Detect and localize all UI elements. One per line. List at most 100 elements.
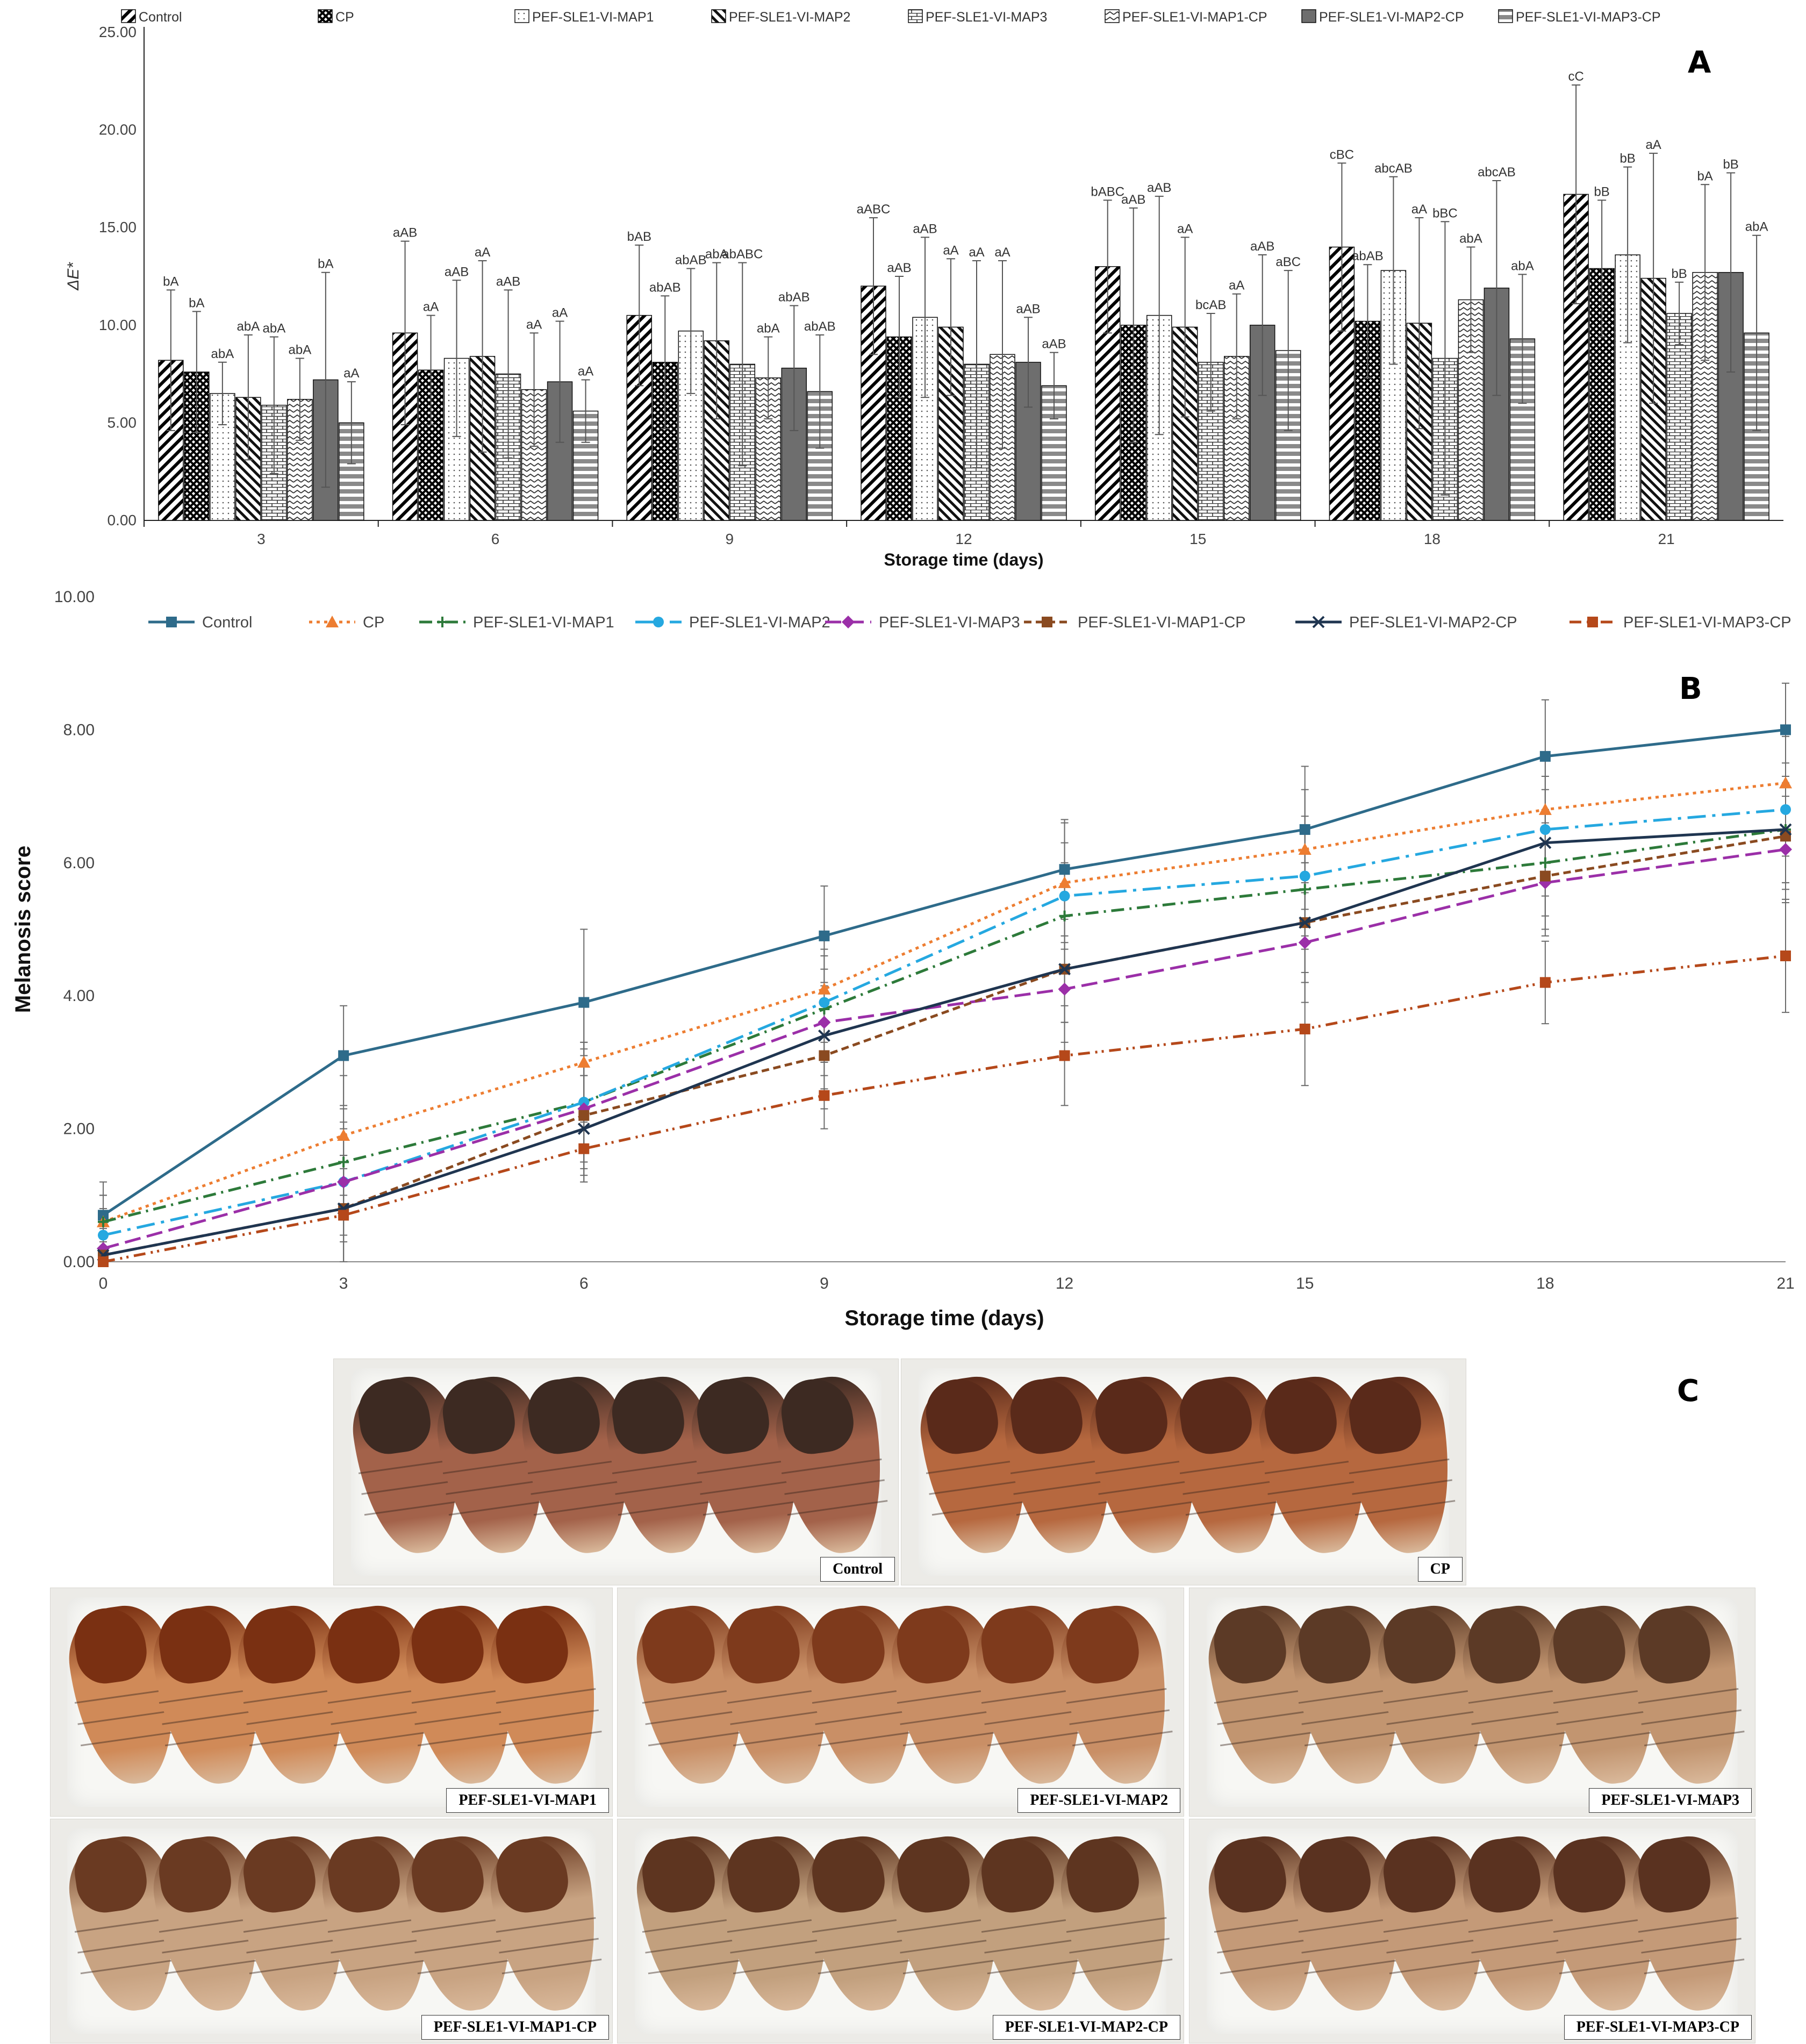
photo-label: PEF-SLE1-VI-MAP1-CP: [421, 2015, 609, 2040]
shrimp-segment: [1354, 1500, 1455, 1516]
significance-label: bAB: [627, 230, 651, 244]
legend-swatch: [318, 9, 333, 23]
shrimp-segment: [645, 1709, 746, 1725]
y-tick-label-b: 8.00: [63, 721, 95, 739]
legend-item-label: Control: [202, 614, 253, 631]
shrimp-segment: [162, 1709, 262, 1725]
significance-label: aA: [1229, 278, 1244, 293]
significance-label: aAB: [496, 274, 520, 289]
significance-label: aA: [552, 306, 568, 320]
x-tick-label-a: 18: [1424, 531, 1440, 547]
data-point: [1299, 870, 1310, 882]
data-point: [166, 617, 177, 627]
legend-item-label: PEF-SLE1-VI-MAP1: [532, 10, 654, 25]
legend-item-label: PEF-SLE1-VI-MAP2: [689, 614, 830, 631]
data-point: [577, 1055, 591, 1068]
data-point: [1539, 977, 1551, 988]
legend-swatch: [514, 9, 529, 23]
significance-label: aAB: [1250, 239, 1274, 254]
shrimp-segment: [1389, 1730, 1490, 1746]
data-point: [819, 930, 830, 941]
x-tick-label-a: 21: [1658, 531, 1675, 547]
x-tick-label-a: 15: [1189, 531, 1206, 547]
bar: [1380, 270, 1407, 521]
shrimp-segment: [1072, 1730, 1173, 1746]
y-tick-label-b: 0.00: [63, 1253, 95, 1271]
data-point: [1539, 824, 1551, 835]
series-line: [103, 828, 1786, 1257]
data-point: [578, 997, 590, 1008]
shrimp-segment: [499, 1938, 599, 1954]
y-tick-label-b: 6.00: [63, 854, 95, 872]
shrimp-photo: PEF-SLE1-VI-MAP3: [1189, 1588, 1755, 1817]
x-tick-label-b: 3: [339, 1275, 348, 1292]
shrimp-segment: [533, 1500, 634, 1516]
shrimp-segment: [1641, 1709, 1742, 1725]
y-tick-label-a: 20.00: [99, 122, 137, 138]
y-tick-label-b: 2.00: [63, 1120, 95, 1138]
bar: [521, 389, 547, 521]
legend-swatch: [121, 9, 136, 23]
legend-swatch: [1498, 9, 1513, 23]
data-point: [1780, 804, 1791, 815]
significance-label: bB: [1723, 158, 1738, 172]
data-point: [1539, 751, 1551, 762]
significance-label: aA: [423, 300, 439, 315]
shrimp-segment: [1013, 1479, 1114, 1495]
photo-label: PEF-SLE1-VI-MAP3-CP: [1564, 2015, 1752, 2040]
shrimp-segment: [364, 1500, 464, 1516]
lines-b: [97, 682, 1792, 1267]
y-tick-label-a: 15.00: [99, 219, 137, 235]
shrimp-segment: [330, 1709, 431, 1725]
shrimp-segment: [1066, 1917, 1167, 1933]
data-point: [337, 1128, 350, 1141]
bar: [1666, 313, 1692, 521]
x-tick-label-b: 6: [579, 1275, 589, 1292]
data-point: [842, 616, 855, 628]
shrimp-segment: [987, 1730, 1088, 1746]
significance-label: abA: [289, 343, 312, 358]
data-point: [1298, 936, 1312, 949]
axes-b: 0.00 2.00 4.00 6.00 8.00 10.00 0 3 6 9 12 15 18 21 Mel…: [11, 588, 1795, 1330]
data-point: [578, 1110, 590, 1121]
y-tick-label-a: 10.00: [99, 317, 137, 333]
significance-label: abA: [705, 247, 728, 262]
photo-label: PEF-SLE1-VI-MAP3: [1589, 1788, 1752, 1813]
shrimp-segment: [1352, 1479, 1452, 1495]
shrimp-segment: [902, 1730, 1003, 1746]
legend-item-label: PEF-SLE1-VI-MAP3-CP: [1516, 10, 1661, 25]
y-axis-label-b: Melanosis score: [11, 846, 35, 1013]
axes-a: 0.00 5.00 10.00 15.00 20.00 25.00 ΔE* Storage t…: [64, 24, 1783, 569]
shrimp-photo: PEF-SLE1-VI-MAP1: [50, 1588, 613, 1817]
data-point: [578, 1143, 590, 1154]
data-point: [1059, 890, 1070, 902]
x-tick-label-b: 9: [820, 1275, 829, 1292]
data-point: [818, 982, 831, 995]
significance-label: bB: [1671, 267, 1687, 281]
series-line: [103, 834, 1786, 1257]
x-tick-label-b: 18: [1536, 1275, 1554, 1292]
significance-label: aAB: [1121, 192, 1145, 207]
legend-item-label: PEF-SLE1-VI-MAP2: [729, 10, 850, 25]
data-point: [1059, 1050, 1070, 1061]
significance-label: abA: [211, 347, 234, 361]
shrimp-segment: [414, 1709, 515, 1725]
photo-label: PEF-SLE1-VI-MAP1: [446, 1788, 609, 1813]
y-tick-label-b: 4.00: [63, 987, 95, 1005]
shrimp-segment: [733, 1730, 834, 1746]
significance-label: abABC: [722, 247, 763, 262]
shrimp-segment: [249, 1730, 349, 1746]
significance-label: abA: [1459, 232, 1482, 246]
legend-item-label: PEF-SLE1-VI-MAP3: [879, 614, 1020, 631]
series-line: [103, 808, 1786, 1237]
shrimp-segment: [418, 1730, 518, 1746]
shrimp-photo: PEF-SLE1-VI-MAP3-CP: [1189, 1819, 1755, 2043]
significance-label: aAB: [445, 265, 469, 279]
data-point: [819, 1090, 830, 1101]
significance-label: aA: [943, 243, 958, 258]
shrimp-segment: [1556, 1709, 1657, 1725]
legend-item-label: CP: [363, 614, 384, 631]
legend-swatch: [1301, 9, 1316, 23]
data-point: [98, 1230, 109, 1241]
